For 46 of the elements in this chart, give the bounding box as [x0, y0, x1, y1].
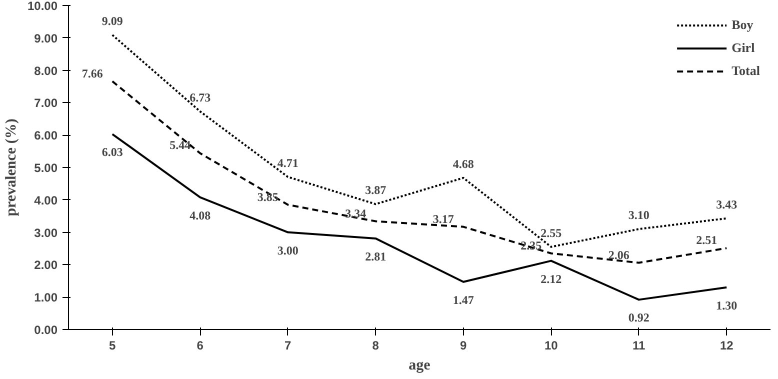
x-tick-label: 9 — [460, 338, 468, 352]
y-tick-label: 2.00 — [34, 258, 58, 272]
x-tick-label: 6 — [196, 338, 204, 352]
data-label: 3.10 — [628, 208, 650, 222]
y-tick-label: 10.00 — [27, 0, 58, 13]
data-label: 2.81 — [365, 249, 386, 264]
data-label: 2.55 — [540, 226, 562, 240]
data-label: 0.92 — [628, 310, 650, 325]
x-tick-label: 7 — [284, 338, 292, 352]
y-tick-label: 3.00 — [34, 226, 58, 240]
x-tick-label: 10 — [544, 338, 558, 352]
data-label: 3.34 — [345, 206, 366, 220]
y-tick-label: 4.00 — [34, 193, 58, 208]
data-label: 7.66 — [82, 66, 103, 80]
data-label: 2.06 — [608, 248, 630, 262]
y-tick-label: 6.00 — [34, 128, 58, 143]
y-tick-label: 7.00 — [34, 96, 58, 110]
data-label: 9.09 — [102, 14, 123, 28]
y-axis-title: prevalence (%) — [3, 118, 20, 216]
y-tick-label: 5.00 — [34, 161, 58, 175]
x-tick-label: 12 — [720, 338, 734, 352]
data-label: 4.68 — [452, 156, 474, 171]
data-label: 6.73 — [190, 90, 211, 104]
data-label: 3.17 — [432, 212, 454, 226]
x-axis-title: age — [408, 358, 431, 374]
legend-label: Total — [732, 63, 760, 79]
data-label: 5.44 — [170, 138, 191, 152]
legend-label: Boy — [732, 17, 754, 33]
data-label: 3.43 — [716, 197, 738, 212]
data-label: 2.51 — [696, 233, 718, 248]
y-tick-label: 1.00 — [34, 290, 58, 305]
data-label: 1.30 — [716, 298, 738, 312]
y-tick-label: 0.00 — [34, 323, 58, 337]
x-tick-label: 11 — [632, 338, 646, 352]
data-label: 4.08 — [190, 208, 211, 222]
data-label: 3.87 — [365, 183, 386, 198]
data-label: 1.47 — [452, 292, 474, 307]
y-tick-label: 8.00 — [34, 64, 58, 78]
legend-label: Girl — [732, 40, 755, 56]
data-label: 2.12 — [540, 272, 562, 286]
x-tick-label: 8 — [372, 338, 380, 352]
x-tick-label: 5 — [109, 338, 116, 352]
data-label: 4.71 — [277, 156, 298, 170]
y-tick-label: 9.00 — [34, 31, 58, 46]
data-label: 6.03 — [102, 145, 123, 160]
data-label: 3.00 — [277, 243, 298, 258]
